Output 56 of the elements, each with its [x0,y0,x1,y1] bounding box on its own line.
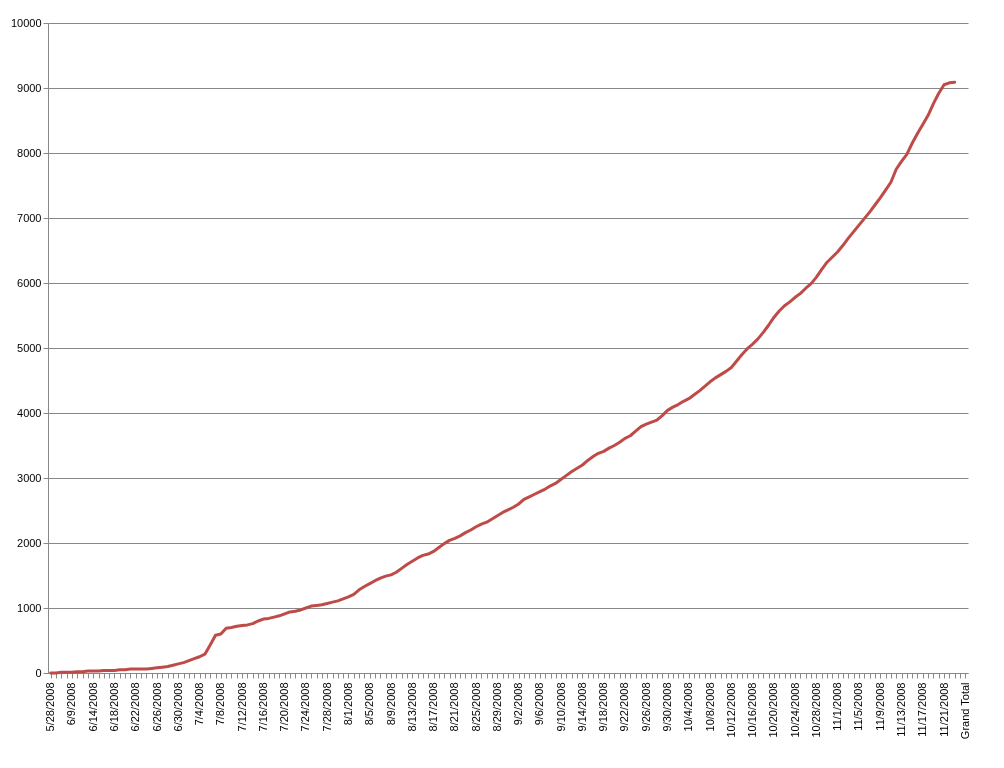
y-tick-label: 8000 [17,146,42,159]
x-tick-label: 8/25/2008 [469,682,482,732]
x-tick-label: 10/16/2008 [746,682,759,738]
y-tick-label: 3000 [17,471,42,484]
x-tick-label: 11/1/2008 [831,682,844,731]
x-tick-label: 9/30/2008 [661,682,674,732]
x-tick-label: 8/29/2008 [490,682,503,732]
y-tick-label: 1000 [17,601,42,614]
x-tick-label: 10/8/2008 [703,682,716,732]
y-tick-label: 2000 [17,536,42,549]
x-tick-label: 11/13/2008 [895,682,908,737]
x-tick-label: 7/24/2008 [299,682,312,732]
x-tick-label: 7/4/2008 [193,682,206,726]
x-tick-label: 9/6/2008 [533,682,546,726]
x-tick-label: 11/5/2008 [852,682,865,731]
x-tick-label: 9/2/2008 [512,682,525,726]
x-tick-label: 11/9/2008 [873,682,886,731]
y-tick-label: 5000 [17,341,42,354]
x-tick-label: 8/5/2008 [363,682,376,726]
x-tick-label: 8/9/2008 [384,682,397,726]
x-tick-label: 6/26/2008 [150,682,163,732]
x-tick-label: 5/28/2008 [44,682,57,732]
y-tick-label: 6000 [17,276,42,289]
x-tick-label: 10/20/2008 [767,682,780,738]
x-tick-label: 9/22/2008 [618,682,631,732]
x-tick-label: 7/28/2008 [320,682,333,732]
x-tick-label: 6/9/2008 [65,682,78,726]
y-tick-label: 0 [35,666,42,679]
y-tick-label: 10000 [10,16,42,29]
x-tick-label: 9/10/2008 [554,682,567,732]
y-tick-label: 9000 [17,81,42,94]
x-tick-label: 6/30/2008 [171,682,184,732]
x-tick-label: 8/17/2008 [427,682,440,732]
line-series [49,80,957,675]
x-tick-label: 10/4/2008 [682,682,695,732]
y-tick-label: 7000 [17,211,42,224]
x-tick-label: 6/22/2008 [129,682,142,732]
x-tick-label: 7/8/2008 [214,682,227,726]
x-tick-label: 9/18/2008 [597,682,610,732]
x-tick-label: 10/24/2008 [788,682,801,738]
x-tick-label: 6/14/2008 [86,682,99,732]
x-tick-label: Grand Total [958,682,971,740]
x-tick-label: 8/13/2008 [405,682,418,732]
y-tick-label: 4000 [17,406,42,419]
x-tick-label: 9/26/2008 [639,682,652,732]
x-tick-label: 10/28/2008 [809,682,822,738]
x-tick-label: 11/21/2008 [937,682,950,737]
x-tick-label: 11/17/2008 [916,682,929,737]
x-tick-label: 7/12/2008 [235,682,248,732]
x-tick-label: 8/21/2008 [448,682,461,732]
x-tick-label: 10/12/2008 [724,682,737,738]
x-tick-label: 8/1/2008 [341,682,354,726]
x-tick-label: 9/14/2008 [575,682,588,732]
x-tick-label: 6/18/2008 [107,682,120,732]
x-tick-label: 7/16/2008 [256,682,269,732]
x-tick-label: 7/20/2008 [278,682,291,732]
